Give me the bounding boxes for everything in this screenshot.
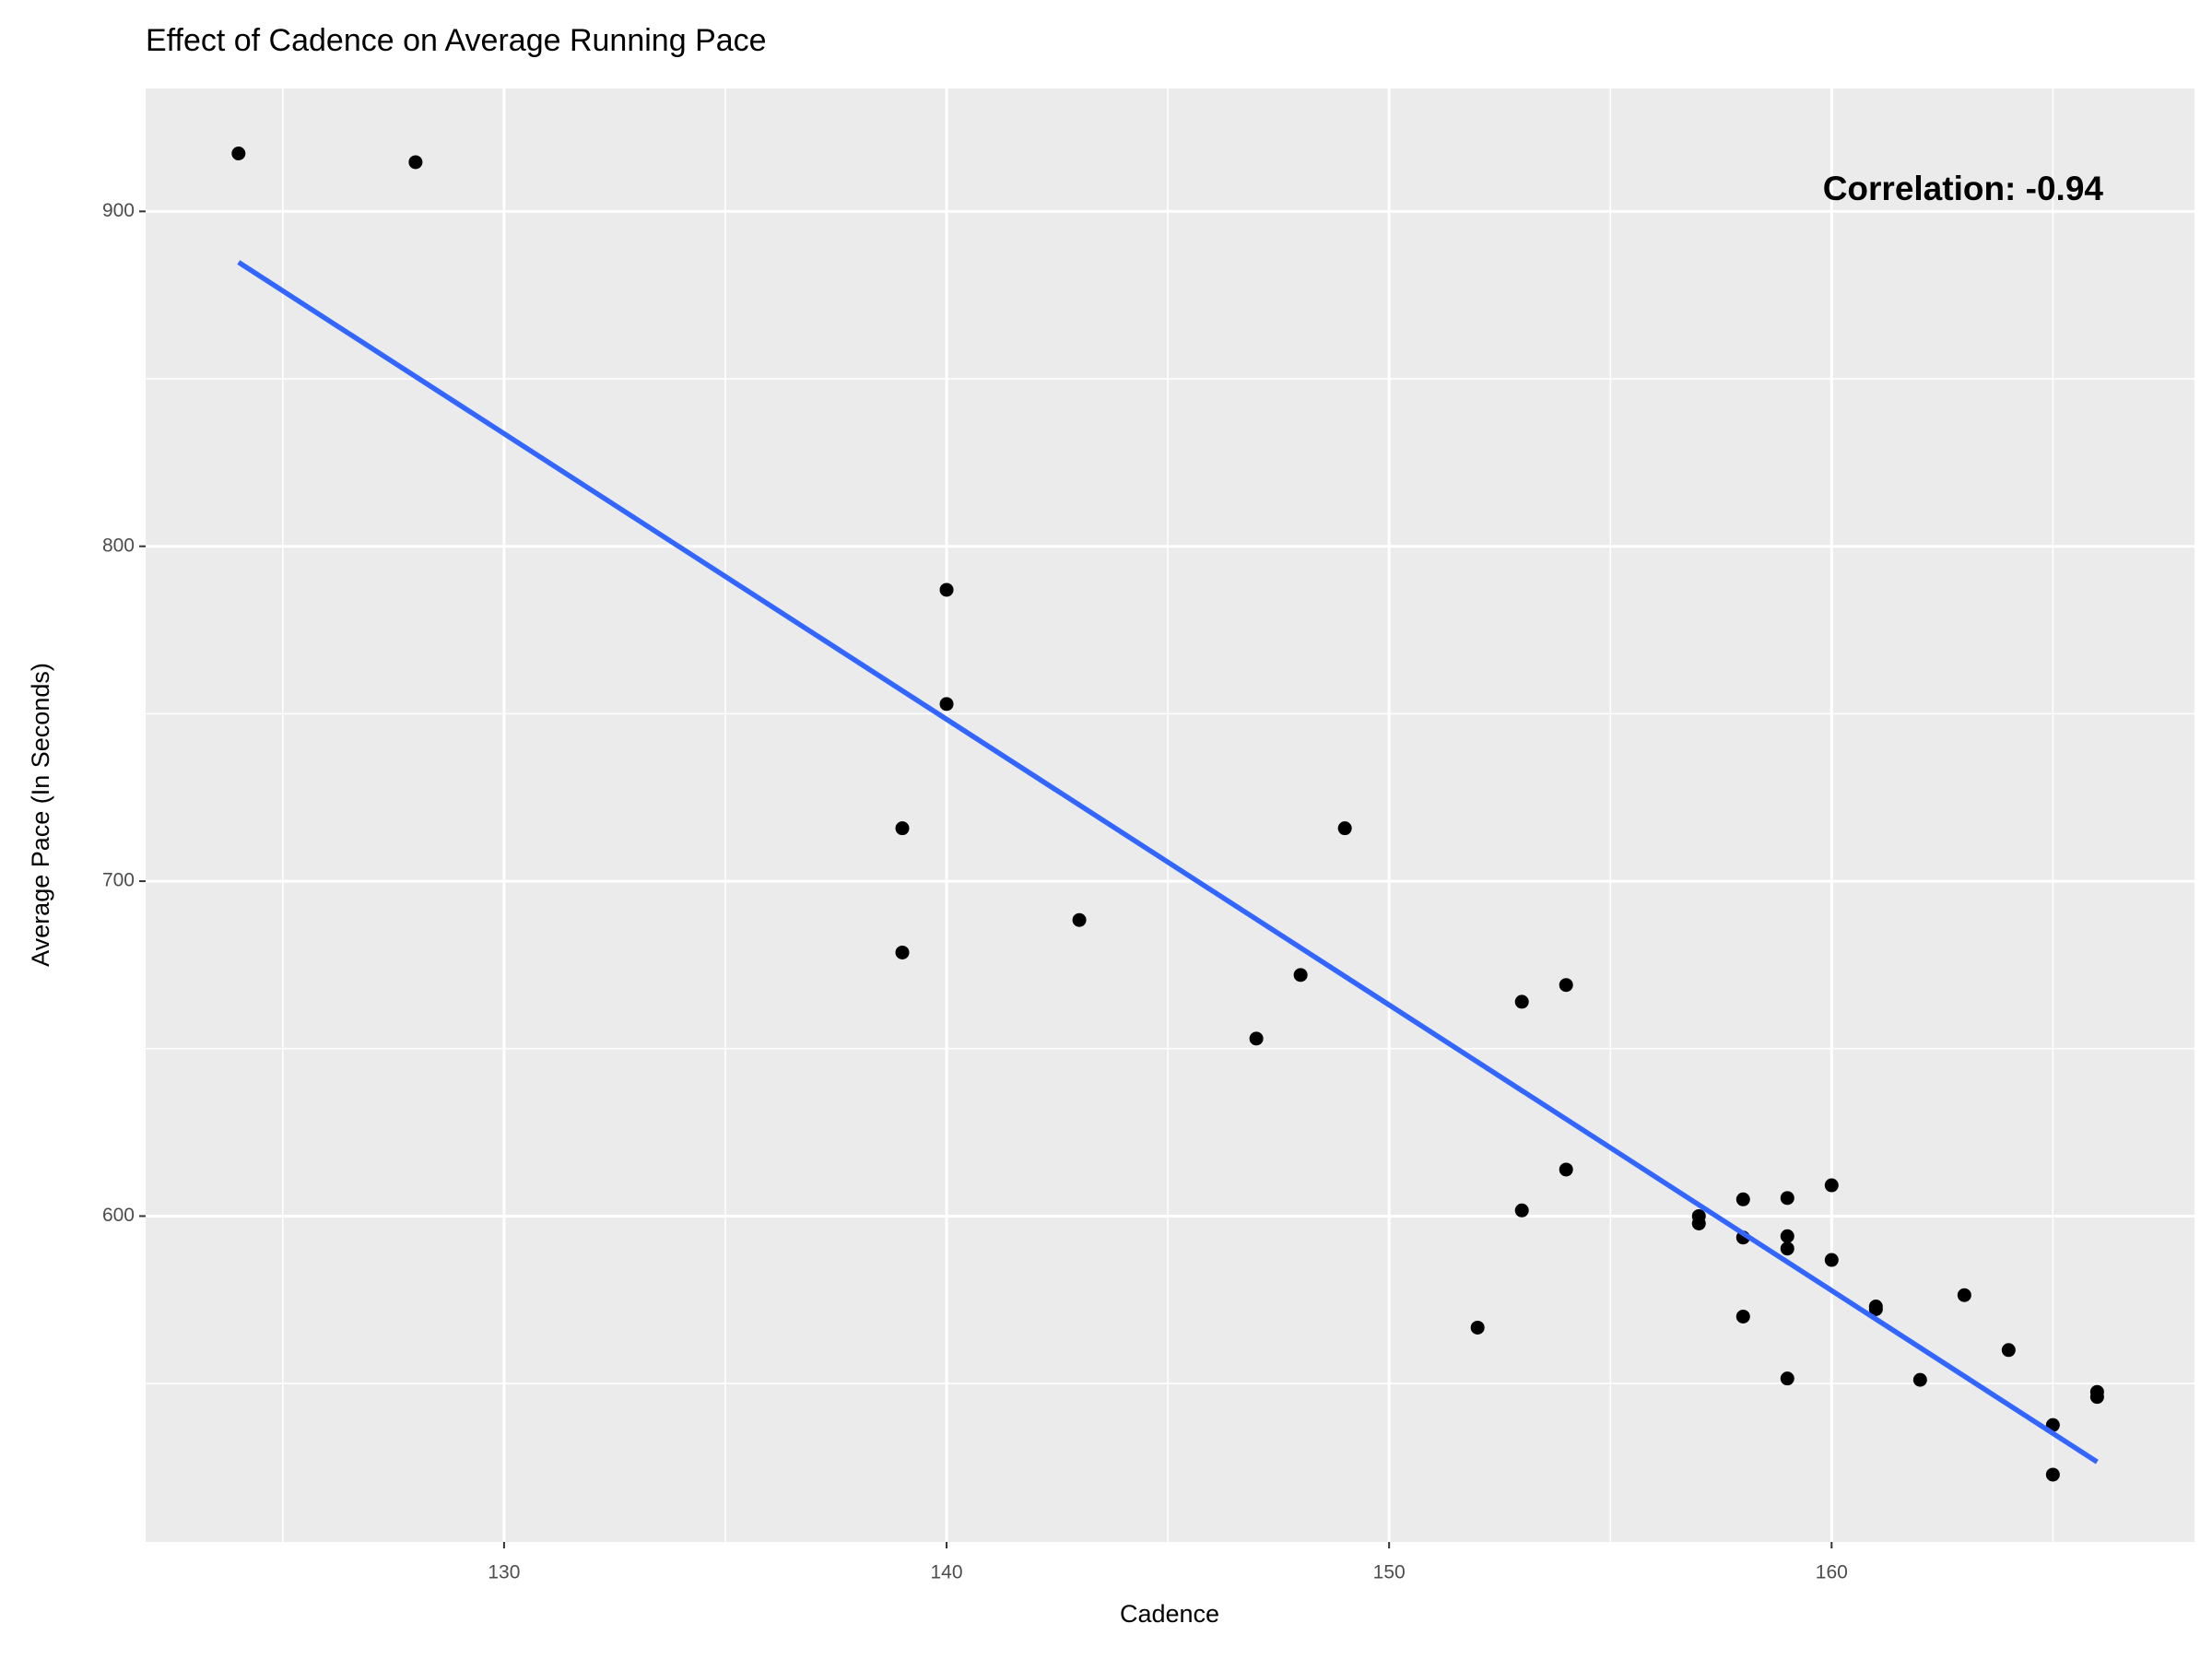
chart-title: Effect of Cadence on Average Running Pac… <box>146 23 767 58</box>
point <box>1337 821 1352 836</box>
point <box>1691 1216 1706 1230</box>
point <box>939 697 954 712</box>
y-axis-title: Average Pace (In Seconds) <box>27 663 54 967</box>
point <box>1780 1241 1794 1256</box>
point <box>1868 1301 1883 1316</box>
point <box>1780 1229 1794 1243</box>
point <box>1293 968 1308 982</box>
point <box>1249 1031 1264 1046</box>
panel <box>146 88 2194 1542</box>
x-tick-label: 160 <box>1816 1562 1848 1583</box>
x-tick-label: 150 <box>1373 1562 1406 1583</box>
y-tick-label: 900 <box>102 200 135 221</box>
y-tick-label: 800 <box>102 535 135 556</box>
point <box>1470 1320 1485 1335</box>
point <box>2089 1390 2104 1405</box>
y-tick-label: 600 <box>102 1205 135 1226</box>
point <box>895 821 910 836</box>
annotation: Correlation: -0.94 <box>1823 170 2104 207</box>
point <box>408 155 423 170</box>
x-tick-label: 140 <box>931 1562 963 1583</box>
point <box>1957 1288 1971 1302</box>
point <box>1735 1192 1750 1206</box>
point <box>895 945 910 959</box>
point <box>1780 1191 1794 1206</box>
point <box>1912 1372 1927 1387</box>
point <box>939 582 954 597</box>
point <box>1514 994 1529 1009</box>
trend-line <box>237 260 2099 1465</box>
point <box>1780 1371 1794 1386</box>
point <box>1735 1309 1750 1324</box>
point <box>1514 1203 1529 1218</box>
point <box>2001 1343 2016 1358</box>
point <box>1824 1253 1839 1267</box>
point <box>1559 1162 1573 1177</box>
point <box>1824 1178 1839 1193</box>
x-axis-title: Cadence <box>1120 1600 1219 1628</box>
point <box>2045 1467 2060 1482</box>
x-tick-label: 130 <box>488 1562 520 1583</box>
point <box>1072 912 1087 927</box>
point <box>1559 978 1573 993</box>
point <box>231 146 246 160</box>
y-tick-label: 700 <box>102 870 135 891</box>
